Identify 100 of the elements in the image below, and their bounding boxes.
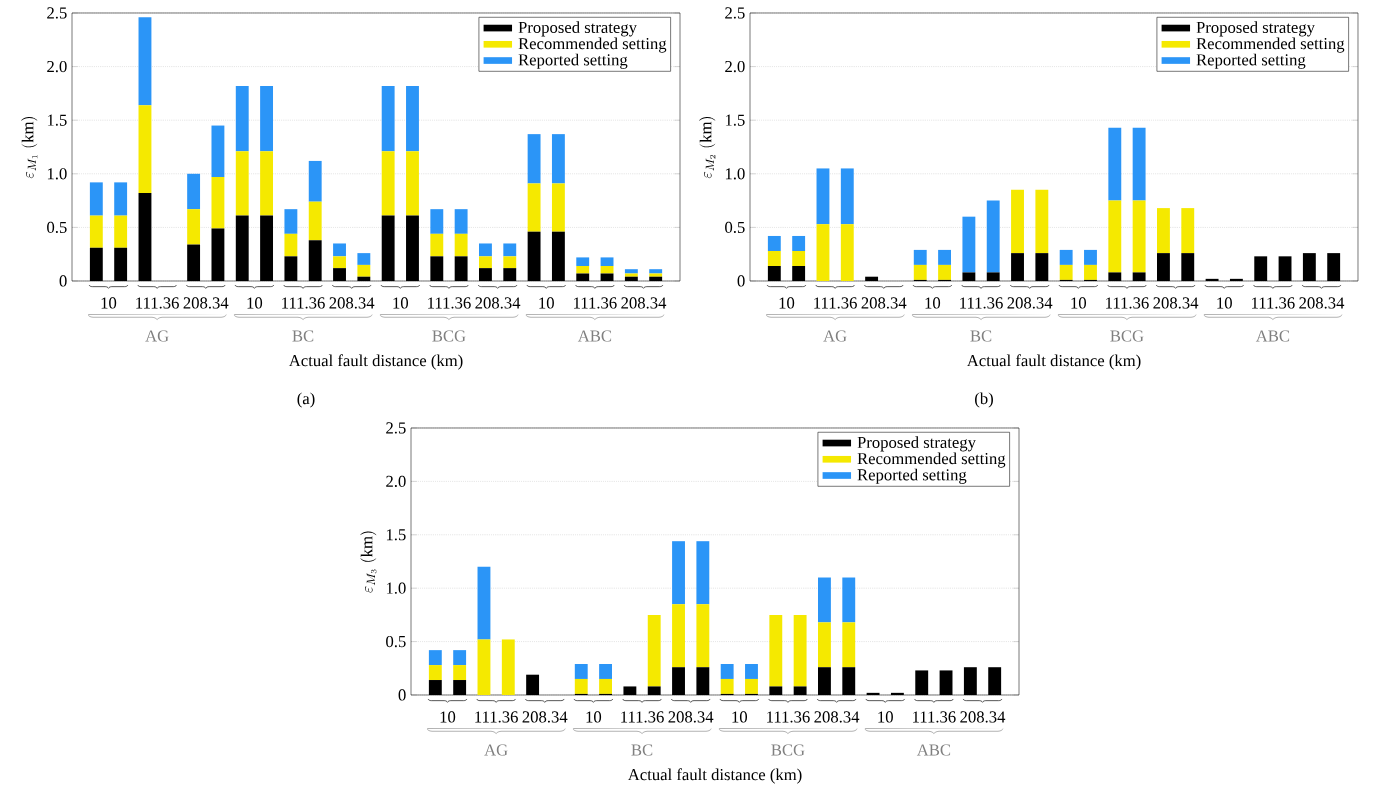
x-tick-label: 208.34: [1153, 297, 1199, 309]
bar: [840, 168, 854, 225]
x-tick-label: 208.34: [621, 297, 667, 309]
y-tick-label: 2.0: [47, 60, 67, 73]
legend-label: Reported setting: [518, 53, 628, 69]
bar: [138, 105, 152, 194]
text: BCG: [1110, 330, 1144, 342]
y-tick-label: 0: [737, 275, 745, 287]
y-axis-title: $\varepsilon_{M_2}\ \mathrm{(km)}$: [699, 117, 716, 179]
x-tick-label: 10: [925, 297, 941, 309]
bar: [720, 678, 734, 694]
bar: [816, 224, 830, 281]
bar: [986, 200, 1000, 273]
x-tick-label: 208.34: [861, 297, 907, 309]
bar: [453, 650, 467, 666]
x-tick-label: 111.36: [1106, 297, 1149, 309]
bar: [1181, 208, 1195, 254]
bar: [430, 209, 444, 234]
bar: [211, 177, 225, 229]
bar: [503, 256, 517, 269]
bar: [745, 678, 758, 694]
text: BCG: [432, 330, 466, 342]
bar: [454, 233, 468, 257]
bar: [818, 577, 831, 623]
bar: [672, 604, 685, 668]
bar: [260, 85, 274, 152]
bar: [938, 264, 952, 280]
text: (a): [297, 392, 315, 408]
bar: [672, 541, 685, 605]
bar: [767, 250, 781, 266]
bar: [1156, 208, 1170, 254]
bar: [428, 665, 442, 681]
bar: [938, 249, 952, 265]
x-tick-label: 111.36: [913, 711, 956, 723]
legend-label: Reported setting: [857, 468, 967, 484]
x-tick-label: 111.36: [767, 711, 810, 723]
legend-label: Proposed strategy: [857, 436, 976, 452]
bar: [477, 566, 491, 640]
bar: [333, 256, 346, 269]
y-tick-label: 0.5: [47, 221, 67, 234]
legend-label: Reported setting: [1196, 53, 1306, 69]
bar: [138, 17, 152, 106]
x-tick-label: 111.36: [282, 297, 325, 309]
text: BC: [631, 744, 653, 756]
bar: [913, 249, 927, 265]
legend-label: Recommended setting: [857, 452, 1006, 468]
bar: [479, 256, 492, 269]
text: AG: [145, 330, 169, 342]
bar: [696, 541, 710, 605]
legend-label: Proposed strategy: [1196, 21, 1315, 37]
x-tick-label: 111.36: [621, 711, 664, 723]
bar: [187, 173, 201, 210]
y-tick-label: 2.0: [386, 475, 406, 488]
x-tick-label: 208.34: [1299, 297, 1345, 309]
bar: [333, 243, 346, 257]
bar: [1011, 189, 1024, 254]
x-tick-label: 111.36: [136, 297, 179, 309]
bar: [501, 639, 515, 695]
bar: [89, 215, 103, 248]
y-tick-label: 2.5: [386, 422, 406, 434]
bar: [1035, 189, 1049, 254]
y-tick-label: 1.0: [386, 582, 406, 594]
bar: [211, 125, 225, 178]
text: ABC: [916, 744, 951, 756]
bar: [840, 224, 854, 281]
bar: [842, 577, 856, 623]
y-tick-label: 1.5: [47, 114, 67, 126]
x-tick-label: 208.34: [329, 297, 375, 309]
legend-label: Proposed strategy: [518, 21, 637, 37]
bar: [235, 151, 249, 216]
bar: [260, 151, 274, 216]
y-tick-label: 2.0: [725, 60, 745, 73]
x-tick-label: 208.34: [1007, 297, 1053, 309]
y-tick-label: 1.0: [47, 168, 67, 180]
x-tick-label: 208.34: [668, 711, 714, 723]
x-tick-label: 10: [1071, 297, 1087, 309]
bar: [745, 664, 758, 679]
x-tick-label: 10: [101, 297, 117, 309]
bar: [647, 614, 661, 687]
bar: [477, 639, 491, 695]
bar: [453, 665, 467, 681]
x-tick-label: 111.36: [475, 711, 518, 723]
bar: [1084, 264, 1097, 280]
bar: [357, 253, 371, 265]
bar: [574, 678, 588, 694]
text: BC: [292, 330, 314, 342]
bar: [792, 235, 806, 251]
x-tick-label: 208.34: [522, 711, 568, 723]
y-tick-label: 1.5: [386, 529, 406, 541]
bar: [793, 614, 807, 687]
x-tick-label: 10: [586, 711, 602, 723]
text: BCG: [771, 744, 805, 756]
bar: [406, 85, 419, 152]
bar: [599, 664, 613, 679]
x-tick-label: 10: [247, 297, 263, 309]
bar: [503, 243, 517, 257]
x-tick-label: 208.34: [475, 297, 521, 309]
bar: [576, 257, 590, 266]
y-tick-label: 1.5: [725, 114, 745, 126]
y-axis-title: $\varepsilon_{M_3}\ \mathrm{(km)}$: [360, 531, 377, 593]
